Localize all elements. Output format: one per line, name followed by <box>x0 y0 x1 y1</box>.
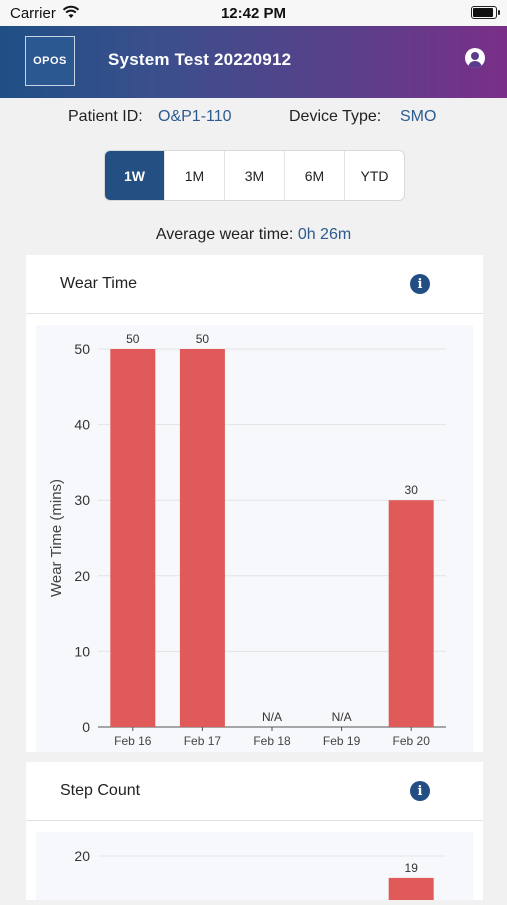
wear-time-info-icon[interactable]: i <box>410 274 430 294</box>
y-tick-label: 30 <box>74 492 90 508</box>
range-tab-3m[interactable]: 3M <box>225 151 285 200</box>
average-label: Average wear time: <box>155 226 294 243</box>
y-tick-label: 20 <box>74 568 90 584</box>
y-axis-title: Wear Time (mins) <box>48 479 65 597</box>
step-count-chart-area: 20 19 <box>36 832 473 900</box>
range-tab-6m[interactable]: 6M <box>285 151 345 200</box>
wear-time-chart: 0 10 20 30 40 50 Wear Time (mins) 50 Feb 16 50 Feb… <box>48 332 446 748</box>
data-label: 19 <box>405 861 419 875</box>
bar-feb-20 <box>388 500 434 727</box>
step-count-card: Step Count i 20 19 <box>26 762 483 900</box>
battery-icon <box>471 6 500 19</box>
patient-id-value: O&P1-110 <box>158 108 232 125</box>
x-tick-label: Feb 17 <box>184 734 222 748</box>
app-logo: OPOS <box>25 36 75 86</box>
data-label: 30 <box>405 483 419 497</box>
data-label-na: N/A <box>262 710 282 724</box>
y-tick-label: 50 <box>74 341 90 357</box>
bar-feb-20 <box>388 877 434 900</box>
step-count-title: Step Count <box>60 782 141 799</box>
wifi-icon <box>62 5 80 24</box>
wear-time-title: Wear Time <box>60 275 138 292</box>
step-count-info-icon[interactable]: i <box>410 781 430 801</box>
y-tick-label: 0 <box>82 719 90 735</box>
range-tab-1m[interactable]: 1M <box>165 151 225 200</box>
x-tick-label: Feb 20 <box>393 734 431 748</box>
data-label: 50 <box>196 332 210 346</box>
patient-id-label: Patient ID: <box>68 108 143 125</box>
wear-time-chart-area: 0 10 20 30 40 50 Wear Time (mins) 50 Feb 16 50 Feb… <box>36 325 473 752</box>
time-range-selector: 1W 1M 3M 6M YTD <box>104 150 405 201</box>
bar-feb-17 <box>179 349 225 727</box>
x-tick-label: Feb 16 <box>114 734 152 748</box>
status-bar: Carrier 12:42 PM <box>0 0 507 26</box>
y-tick-label: 10 <box>74 643 90 659</box>
range-tab-ytd[interactable]: YTD <box>360 167 389 184</box>
user-profile-icon[interactable] <box>465 48 485 68</box>
device-type-label: Device Type: <box>289 108 382 125</box>
x-tick-label: Feb 18 <box>253 734 291 748</box>
x-tick-label: Feb 19 <box>323 734 361 748</box>
patient-info: Patient ID: O&P1-110 Device Type: SMO <box>0 108 507 132</box>
data-label: 50 <box>126 332 140 346</box>
average-wear-time: Average wear time: 0h 26m <box>0 226 507 244</box>
bar-feb-16 <box>110 349 156 727</box>
device-type-value: SMO <box>400 108 437 125</box>
clock: 12:42 PM <box>220 5 287 22</box>
average-value: 0h 26m <box>297 226 352 243</box>
page-title: System Test 20220912 <box>108 50 292 69</box>
carrier-label: Carrier <box>10 5 56 22</box>
app-header: OPOS System Test 20220912 <box>0 26 507 98</box>
y-tick-label: 20 <box>74 848 90 864</box>
range-tab-1w[interactable]: 1W <box>105 151 165 200</box>
y-tick-label: 40 <box>74 417 90 433</box>
data-label-na: N/A <box>332 710 352 724</box>
wear-time-card-header: Wear Time i <box>26 255 483 314</box>
step-count-card-header: Step Count i <box>26 762 483 821</box>
wear-time-card: Wear Time i 0 10 20 30 40 50 Wear Time (mins) 5… <box>26 255 483 752</box>
